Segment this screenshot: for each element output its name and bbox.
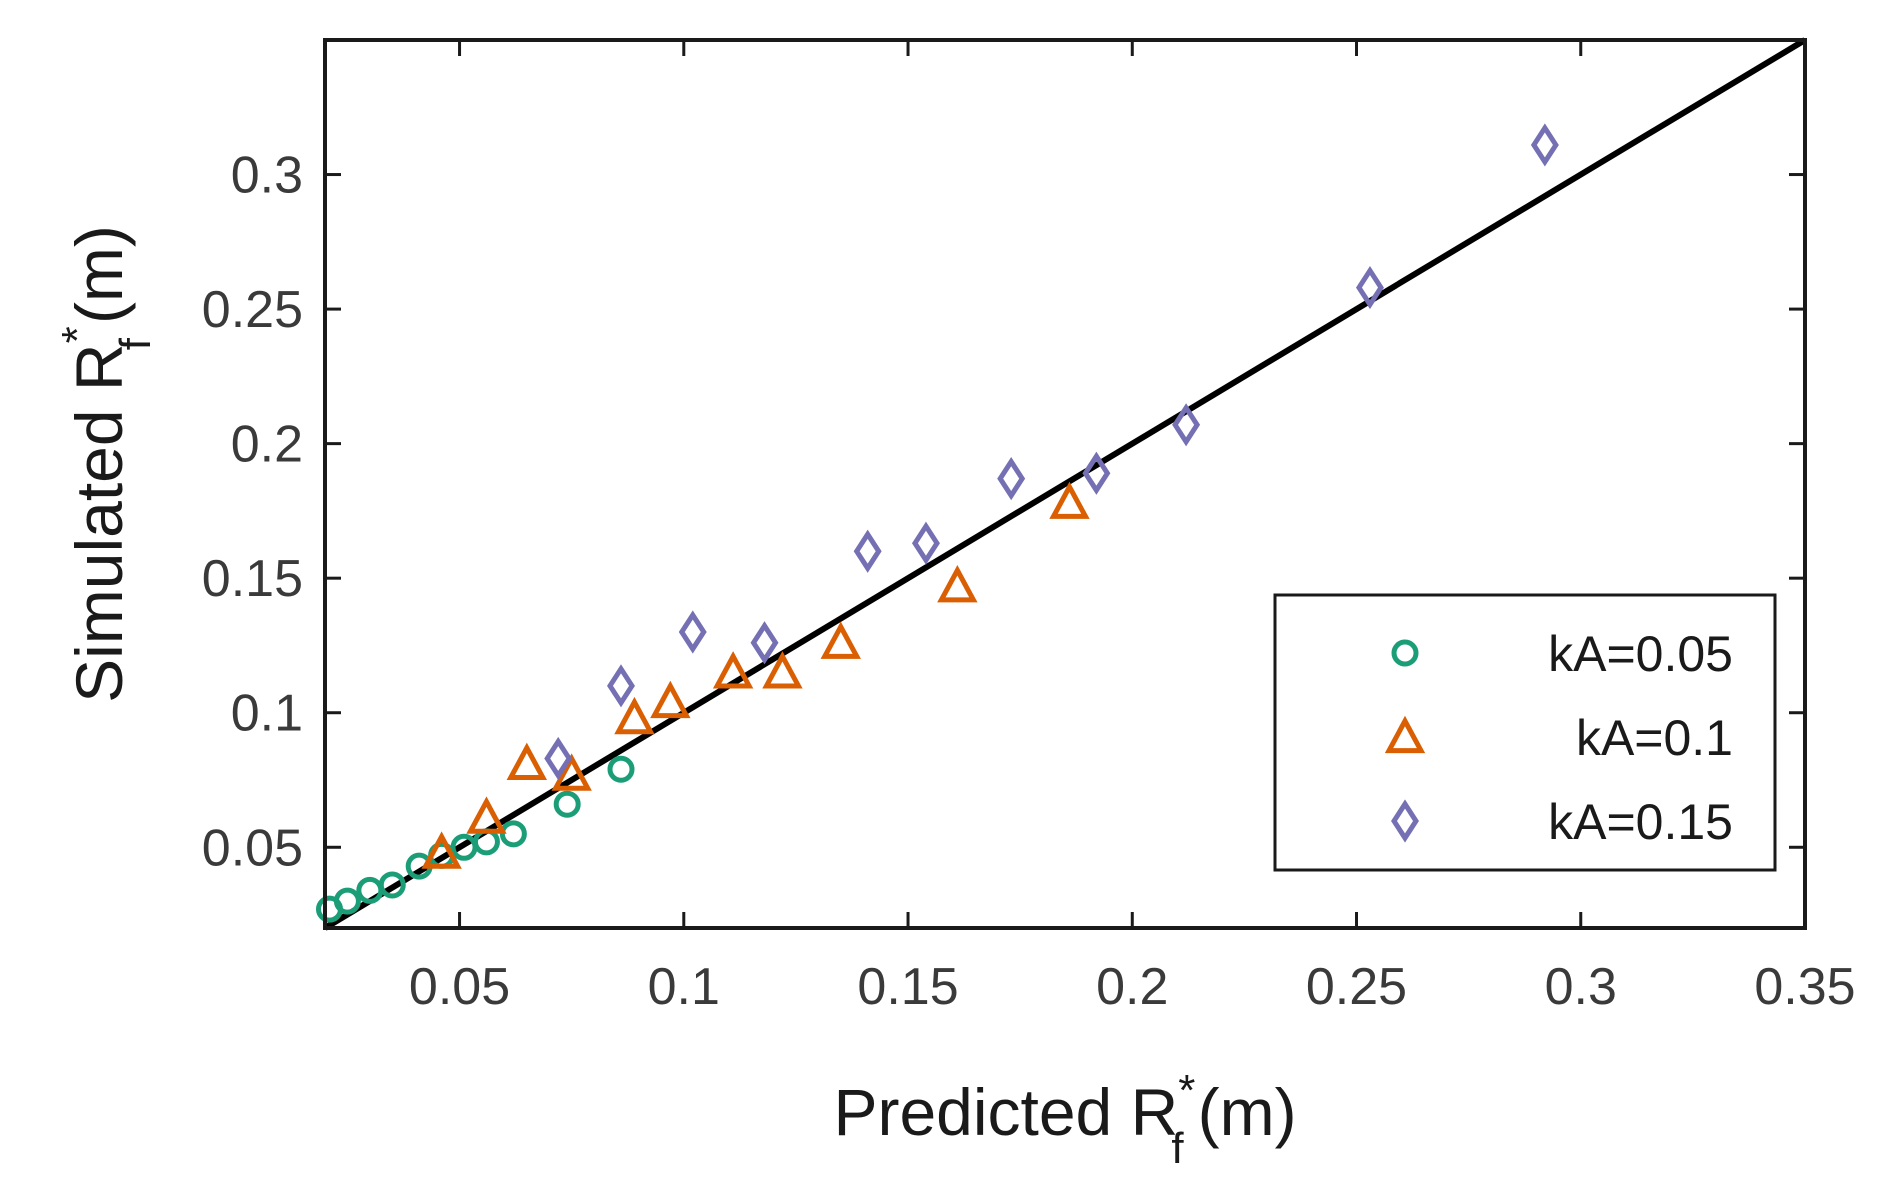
plot-area-frame <box>323 38 1807 930</box>
data-point <box>650 680 691 719</box>
x-tick-label: 0.1 <box>648 958 720 1016</box>
reference-line-y-equals-x <box>323 37 1807 931</box>
axis-ticks-layer <box>325 40 1807 928</box>
x-tick-label: 0.35 <box>1754 958 1855 1016</box>
data-point <box>544 736 573 781</box>
data-point <box>997 457 1026 501</box>
data-point <box>1082 451 1111 495</box>
data-point <box>607 755 635 783</box>
data-point <box>1530 123 1559 167</box>
x-tick-label: 0.2 <box>1096 958 1168 1016</box>
x-tick-label: 0.05 <box>409 958 510 1016</box>
legend-label: kA=0.1 <box>1576 710 1733 766</box>
y-tick-label: 0.05 <box>202 819 303 877</box>
data-point <box>421 831 462 869</box>
series-triangle <box>421 481 1090 869</box>
legend-item-diamond: kA=0.15 <box>1391 794 1733 850</box>
legend-item-circle: kA=0.05 <box>1391 626 1733 682</box>
data-point <box>378 871 406 899</box>
data-point <box>551 753 592 791</box>
data-point <box>1049 481 1090 519</box>
legend-marker <box>1391 639 1419 667</box>
data-point <box>762 651 803 689</box>
legend-box <box>1273 593 1777 872</box>
data-point <box>466 796 507 834</box>
data-point <box>750 621 779 665</box>
data-point <box>333 887 361 915</box>
legend-item-triangle: kA=0.1 <box>1384 710 1733 766</box>
y-tick-label: 0.2 <box>231 416 303 474</box>
data-point <box>1355 265 1384 310</box>
legend: kA=0.05 kA=0.1 kA=0.15 <box>1273 593 1777 872</box>
data-point <box>911 521 940 565</box>
x-axis-title: Predicted R* f (m) <box>833 1066 1296 1173</box>
legend-label: kA=0.05 <box>1548 626 1733 682</box>
y-tick-label: 0.15 <box>202 550 303 608</box>
legend-marker <box>1384 715 1426 754</box>
data-point <box>499 820 527 848</box>
data-point <box>937 564 978 603</box>
data-point <box>614 696 655 735</box>
data-point <box>1172 403 1201 447</box>
data-point <box>506 742 548 780</box>
data-point <box>607 664 635 708</box>
data-point <box>853 529 882 573</box>
data-point <box>678 610 707 654</box>
data-point <box>712 651 754 689</box>
y-tick-label: 0.25 <box>202 281 303 339</box>
tick-labels-layer: 0.05 0.1 0.15 0.2 0.25 0.3 0.35 0.05 0.1 0.15 0.2 0… <box>202 147 1856 1016</box>
data-points-layer <box>315 123 1559 923</box>
reference-line-layer <box>323 37 1807 931</box>
y-tick-label: 0.1 <box>231 685 303 743</box>
legend-marker <box>1391 799 1419 843</box>
y-axis-title: Simulated R*f(m) <box>53 225 160 703</box>
x-tick-label: 0.25 <box>1306 958 1407 1016</box>
legend-label: kA=0.15 <box>1548 794 1733 850</box>
x-tick-label: 0.3 <box>1545 958 1617 1016</box>
series-diamond <box>544 123 1559 781</box>
x-tick-label: 0.15 <box>857 958 958 1016</box>
data-point <box>820 621 861 659</box>
data-point <box>553 790 581 818</box>
y-tick-label: 0.3 <box>231 147 303 205</box>
